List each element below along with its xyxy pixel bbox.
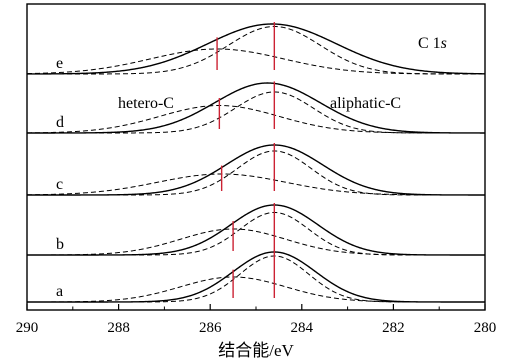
x-tick-label: 288 <box>107 320 130 336</box>
component-hetero-c <box>26 105 485 134</box>
element-annotation: C 1s <box>418 35 447 52</box>
envelope-curve <box>27 144 485 196</box>
spectrum-label: c <box>56 176 63 193</box>
component-hetero-c <box>27 228 485 256</box>
spectrum-label: b <box>56 236 64 253</box>
aliphatic-c-annotation: aliphatic-C <box>330 95 401 112</box>
spectrum-d: d <box>26 81 485 134</box>
x-axis-ticks: 290 288 286 284 282 280 <box>16 304 497 336</box>
component-aliphatic-c <box>27 211 485 256</box>
spectrum-label: e <box>56 55 63 72</box>
hetero-c-annotation: hetero-C <box>118 95 174 112</box>
plot-frame <box>26 3 486 311</box>
component-hetero-c <box>26 173 485 196</box>
component-aliphatic-c <box>27 255 485 303</box>
x-tick-label: 284 <box>291 320 314 336</box>
x-tick-label: 290 <box>16 320 39 336</box>
spectrum-e: e <box>26 22 486 75</box>
envelope-curve <box>26 23 486 75</box>
x-axis-label: 结合能/eV <box>218 341 294 360</box>
component-hetero-c <box>26 48 485 75</box>
component-hetero-c <box>27 276 485 303</box>
x-tick-label: 280 <box>474 320 497 336</box>
x-tick-label: 286 <box>199 320 222 336</box>
envelope-curve <box>27 251 485 303</box>
component-aliphatic-c <box>27 91 485 134</box>
x-tick-label: 282 <box>382 320 405 336</box>
spectra-group: a b c d e <box>26 22 486 303</box>
component-aliphatic-c <box>27 150 485 196</box>
spectrum-c: c <box>26 143 485 196</box>
spectrum-label: a <box>56 283 63 300</box>
spectrum-a: a <box>27 250 485 303</box>
envelope-curve <box>27 204 485 256</box>
envelope-curve <box>27 82 485 134</box>
spectrum-b: b <box>27 203 485 256</box>
spectrum-label: d <box>56 114 64 131</box>
component-aliphatic-c <box>27 25 485 75</box>
